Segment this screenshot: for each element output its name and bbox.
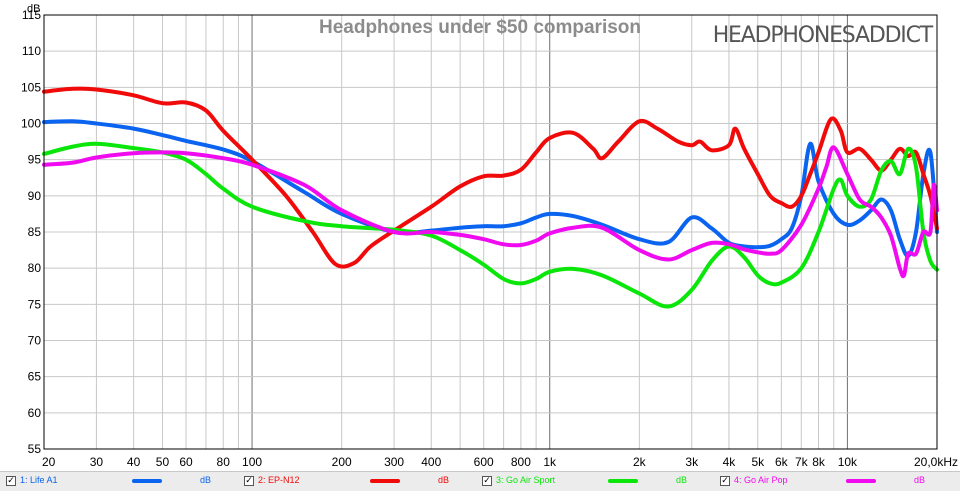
legend-label-2: 2: EP-N12 <box>258 475 300 485</box>
y-tick-label: 55 <box>28 442 42 456</box>
x-tick-label: 600 <box>474 455 494 469</box>
x-tick-label: 4k <box>723 455 737 469</box>
y-tick-label: 65 <box>28 370 42 384</box>
x-tick-label: 40 <box>127 455 141 469</box>
y-tick-label: 75 <box>28 297 42 311</box>
x-tick-label: 300 <box>384 455 404 469</box>
series-lines <box>42 86 939 309</box>
legend-checkbox-1[interactable]: ✓ <box>6 476 16 486</box>
x-tick-label: 7k <box>795 455 809 469</box>
x-tick-label: 50 <box>156 455 170 469</box>
legend-swatch-3 <box>608 479 638 483</box>
y-tick-label: 105 <box>21 80 41 94</box>
legend-unit-2: dB <box>438 475 450 485</box>
x-axis-ticks: 20 30 40 50 60 80 100 200 300 400 600 800 1k 2k 3k 4k 5k… <box>42 455 958 469</box>
x-tick-label: 60 <box>179 455 193 469</box>
legend-item-4[interactable]: ✓ 4: Go Air Pop dB <box>714 472 954 491</box>
x-tick-label: 8k <box>812 455 826 469</box>
x-tick-label: 10k <box>838 455 858 469</box>
frequency-response-chart: 55 60 65 70 75 80 85 90 95 100 105 110 115 20 30 40 50 6… <box>21 3 958 469</box>
chart-title: Headphones under $50 comparison <box>319 17 641 38</box>
x-tick-label: 200 <box>332 455 352 469</box>
legend-item-1[interactable]: ✓ 1: Life A1 dB <box>0 472 240 491</box>
series-line-3 <box>42 141 939 309</box>
legend-item-3[interactable]: ✓ 3: Go Air Sport dB <box>476 472 716 491</box>
plot-frame <box>43 14 938 450</box>
legend-unit-3: dB <box>676 475 688 485</box>
y-tick-label: 90 <box>28 189 42 203</box>
y-tick-label: 80 <box>28 261 42 275</box>
legend-checkbox-4[interactable]: ✓ <box>720 476 730 486</box>
x-tick-label: 20 <box>42 455 56 469</box>
y-tick-label: 85 <box>28 225 42 239</box>
legend-swatch-2 <box>370 479 400 483</box>
grid <box>43 14 938 450</box>
legend-item-2[interactable]: ✓ 2: EP-N12 dB <box>238 472 478 491</box>
legend-label-3: 3: Go Air Sport <box>496 475 556 485</box>
x-tick-label: 100 <box>242 455 262 469</box>
y-tick-label: 110 <box>22 44 41 58</box>
series-line-2 <box>42 86 939 269</box>
y-tick-label: 70 <box>28 334 42 348</box>
x-tick-label: 3k <box>685 455 699 469</box>
x-tick-label: 30 <box>90 455 104 469</box>
brand-logo: HEADPHONESADDICT <box>713 23 934 48</box>
y-axis-label: dB <box>27 3 40 15</box>
y-tick-label: 60 <box>28 406 42 420</box>
x-tick-label: 20,0kHz <box>914 455 958 469</box>
legend-unit-4: dB <box>914 475 926 485</box>
y-axis-ticks: 55 60 65 70 75 80 85 90 95 100 105 110 115 <box>21 8 41 456</box>
legend-label-1: 1: Life A1 <box>20 475 58 485</box>
y-tick-label: 95 <box>28 153 42 167</box>
legend-unit-1: dB <box>200 475 212 485</box>
legend-swatch-4 <box>846 479 876 483</box>
legend-checkbox-2[interactable]: ✓ <box>244 476 254 486</box>
x-tick-label: 1k <box>543 455 557 469</box>
x-tick-label: 5k <box>751 455 765 469</box>
legend-label-4: 4: Go Air Pop <box>734 475 788 485</box>
x-tick-label: 2k <box>633 455 647 469</box>
x-tick-label: 800 <box>511 455 531 469</box>
legend-bar: ✓ 1: Life A1 dB ✓ 2: EP-N12 dB ✓ 3: Go A… <box>0 471 960 491</box>
y-tick-label: 100 <box>21 117 41 131</box>
x-tick-label: 80 <box>217 455 231 469</box>
y-tick-label: 115 <box>22 8 41 22</box>
x-tick-label: 6k <box>775 455 789 469</box>
series-line-4 <box>42 145 939 279</box>
legend-swatch-1 <box>132 479 162 483</box>
x-tick-label: 400 <box>421 455 441 469</box>
legend-checkbox-3[interactable]: ✓ <box>482 476 492 486</box>
